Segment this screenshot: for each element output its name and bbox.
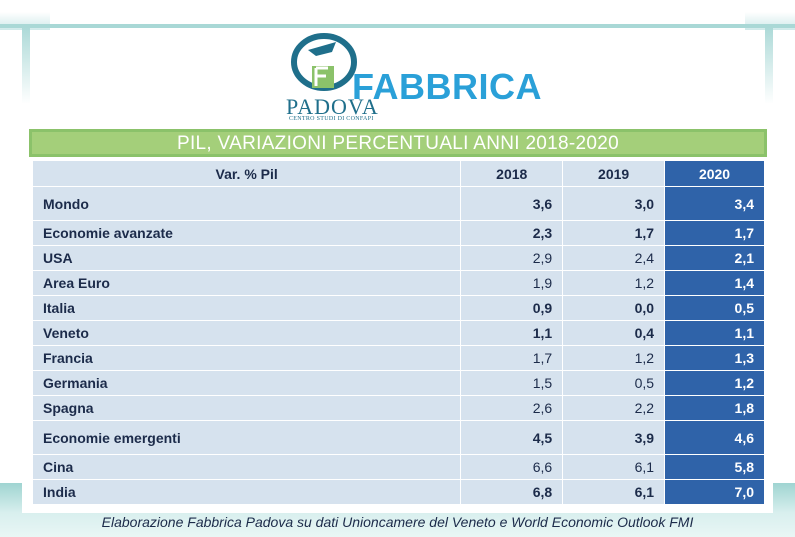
row-label: Mondo [31, 186, 462, 221]
table-row: Spagna 2,6 2,2 1,8 [31, 395, 765, 421]
value-2019: 2,2 [562, 395, 666, 421]
row-label: India [31, 479, 462, 505]
table-row: Germania 1,5 0,5 1,2 [31, 370, 765, 396]
value-2018: 1,9 [460, 270, 564, 296]
row-label: USA [31, 245, 462, 271]
row-label: Spagna [31, 395, 462, 421]
logo-subtitle-text: CENTRO STUDI DI CONFAPI [289, 116, 374, 122]
source-footnote: Elaborazione Fabbrica Padova su dati Uni… [101, 514, 694, 530]
value-2019: 1,7 [562, 220, 666, 246]
value-2018: 0,9 [460, 295, 564, 321]
row-label: Italia [31, 295, 462, 321]
header-2019: 2019 [562, 160, 666, 187]
value-2020: 0,5 [664, 295, 765, 321]
table-row: Mondo 3,6 3,0 3,4 [31, 186, 765, 221]
table-row: Economie emergenti 4,5 3,9 4,6 [31, 420, 765, 455]
row-label: Cina [31, 454, 462, 480]
table-title-bar: PIL, VARIAZIONI PERCENTUALI ANNI 2018-20… [29, 129, 767, 157]
table-panel: PIL, VARIAZIONI PERCENTUALI ANNI 2018-20… [29, 129, 767, 508]
gdp-table: Var. % Pil 2018 2019 2020 Mondo 3,6 3,0 3,4… [31, 160, 765, 505]
fabbrica-padova-logo: FABBRICA PADOVA CENTRO STUDI DI CONFAPI [286, 28, 542, 124]
row-label: Economie avanzate [31, 220, 462, 246]
frame-band [0, 24, 795, 28]
header-2020: 2020 [664, 160, 765, 187]
table-row: Veneto 1,1 0,4 1,1 [31, 320, 765, 346]
value-2018: 6,6 [460, 454, 564, 480]
row-label: Economie emergenti [31, 420, 462, 455]
value-2020: 5,8 [664, 454, 765, 480]
value-2019: 1,2 [562, 345, 666, 371]
value-2019: 2,4 [562, 245, 666, 271]
frame-right [765, 24, 773, 104]
value-2019: 0,4 [562, 320, 666, 346]
value-2020: 2,1 [664, 245, 765, 271]
header-2018: 2018 [460, 160, 564, 187]
table-row: USA 2,9 2,4 2,1 [31, 245, 765, 271]
value-2018: 2,9 [460, 245, 564, 271]
table-row: Economie avanzate 2,3 1,7 1,7 [31, 220, 765, 246]
value-2019: 0,0 [562, 295, 666, 321]
value-2020: 1,8 [664, 395, 765, 421]
value-2019: 6,1 [562, 454, 666, 480]
value-2018: 2,3 [460, 220, 564, 246]
logo-brand-text: FABBRICA [352, 66, 542, 107]
row-label: Area Euro [31, 270, 462, 296]
table-row: Cina 6,6 6,1 5,8 [31, 454, 765, 480]
frame-left [22, 24, 30, 104]
value-2018: 4,5 [460, 420, 564, 455]
logo-emblem-icon [291, 33, 357, 91]
value-2020: 3,4 [664, 186, 765, 221]
value-2018: 3,6 [460, 186, 564, 221]
table-row: Area Euro 1,9 1,2 1,4 [31, 270, 765, 296]
table-row: Francia 1,7 1,2 1,3 [31, 345, 765, 371]
value-2019: 3,9 [562, 420, 666, 455]
logo-city-text: PADOVA [286, 94, 379, 119]
value-2019: 6,1 [562, 479, 666, 505]
value-2018: 2,6 [460, 395, 564, 421]
row-label: Veneto [31, 320, 462, 346]
row-label: Francia [31, 345, 462, 371]
value-2019: 0,5 [562, 370, 666, 396]
value-2019: 1,2 [562, 270, 666, 296]
value-2020: 1,4 [664, 270, 765, 296]
value-2020: 7,0 [664, 479, 765, 505]
value-2018: 1,7 [460, 345, 564, 371]
table-title: PIL, VARIAZIONI PERCENTUALI ANNI 2018-20… [176, 133, 620, 154]
table-body: Mondo 3,6 3,0 3,4 Economie avanzate 2,3 1,7 1,7… [31, 186, 765, 505]
value-2020: 4,6 [664, 420, 765, 455]
table-row: Italia 0,9 0,0 0,5 [31, 295, 765, 321]
table-header-row: Var. % Pil 2018 2019 2020 [31, 160, 765, 187]
value-2018: 1,1 [460, 320, 564, 346]
value-2020: 1,3 [664, 345, 765, 371]
table-row: India 6,8 6,1 7,0 [31, 479, 765, 505]
value-2019: 3,0 [562, 186, 666, 221]
value-2020: 1,7 [664, 220, 765, 246]
value-2020: 1,2 [664, 370, 765, 396]
value-2018: 1,5 [460, 370, 564, 396]
row-label: Germania [31, 370, 462, 396]
value-2018: 6,8 [460, 479, 564, 505]
header-var-pil: Var. % Pil [31, 160, 462, 187]
value-2020: 1,1 [664, 320, 765, 346]
